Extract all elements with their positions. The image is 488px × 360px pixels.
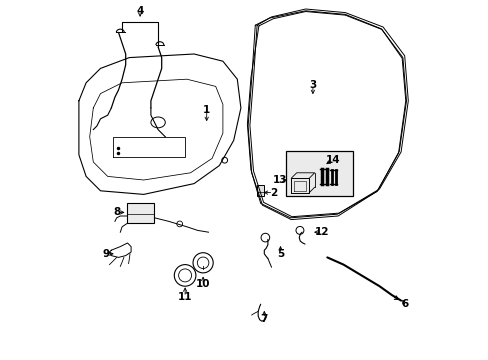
Text: 2: 2 <box>269 188 276 198</box>
Text: 6: 6 <box>400 299 407 309</box>
Text: 9: 9 <box>102 249 109 259</box>
Text: 8: 8 <box>113 207 120 217</box>
Bar <box>257 185 264 196</box>
Text: 4: 4 <box>136 6 143 16</box>
Text: 14: 14 <box>325 155 339 165</box>
FancyBboxPatch shape <box>285 151 352 196</box>
Text: 12: 12 <box>314 227 328 237</box>
Text: 1: 1 <box>203 105 210 115</box>
Text: 3: 3 <box>308 80 316 90</box>
FancyBboxPatch shape <box>127 203 154 223</box>
Text: 10: 10 <box>196 279 210 289</box>
Text: 11: 11 <box>178 292 192 302</box>
Text: 13: 13 <box>273 175 287 185</box>
Text: 5: 5 <box>276 249 284 259</box>
Text: 7: 7 <box>260 314 267 324</box>
